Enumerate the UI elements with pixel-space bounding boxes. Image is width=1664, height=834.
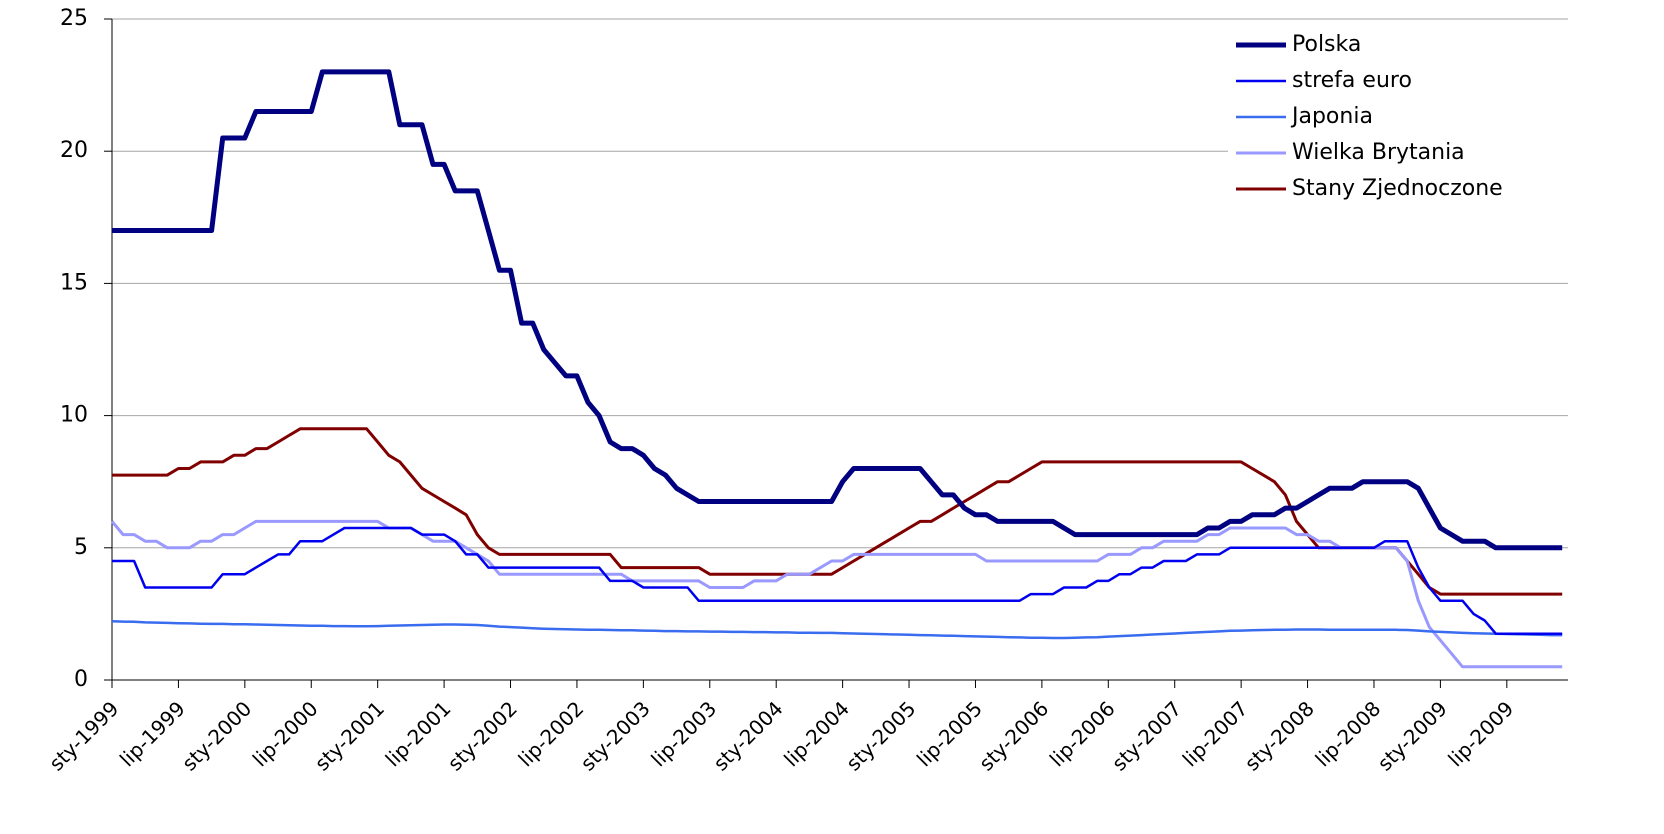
legend-label: Stany Zjednoczone — [1292, 176, 1503, 201]
x-tick-label: sty-2005 — [841, 696, 920, 775]
series-line — [112, 526, 1563, 635]
legend-label: Japonia — [1290, 104, 1373, 129]
legend: Polska strefa euro Japonia Wielka Brytania S… — [1228, 27, 1664, 215]
legend-label: Polska — [1292, 32, 1361, 57]
y-tick-label: 15 — [60, 270, 88, 295]
y-tick-label: 20 — [60, 138, 88, 163]
x-tick-label: sty-2003 — [576, 696, 655, 775]
legend-background — [1228, 27, 1664, 215]
series-line — [112, 69, 1563, 551]
x-tick-label: sty-2007 — [1107, 696, 1186, 775]
x-tick-label: sty-2006 — [974, 696, 1053, 775]
x-tick-label: sty-1999 — [44, 696, 123, 775]
x-tick-label: lip-2009 — [1443, 696, 1518, 771]
legend-label: strefa euro — [1292, 68, 1412, 93]
x-tick-label: sty-2004 — [709, 696, 788, 775]
x-tick-label: sty-2002 — [443, 696, 522, 775]
series-line — [112, 427, 1563, 596]
y-tick-label: 0 — [74, 667, 88, 692]
y-tick-label: 10 — [60, 403, 88, 428]
x-tick-label: sty-2001 — [310, 696, 389, 775]
series-line — [110, 519, 1563, 669]
series-line — [111, 620, 1563, 640]
x-tick-label: sty-2008 — [1240, 696, 1319, 775]
x-tick-label: sty-2000 — [177, 696, 256, 775]
y-tick-label: 5 — [74, 535, 88, 560]
x-tick-label: sty-2009 — [1373, 696, 1452, 775]
legend-label: Wielka Brytania — [1292, 140, 1465, 165]
y-tick-label: 25 — [60, 6, 88, 31]
